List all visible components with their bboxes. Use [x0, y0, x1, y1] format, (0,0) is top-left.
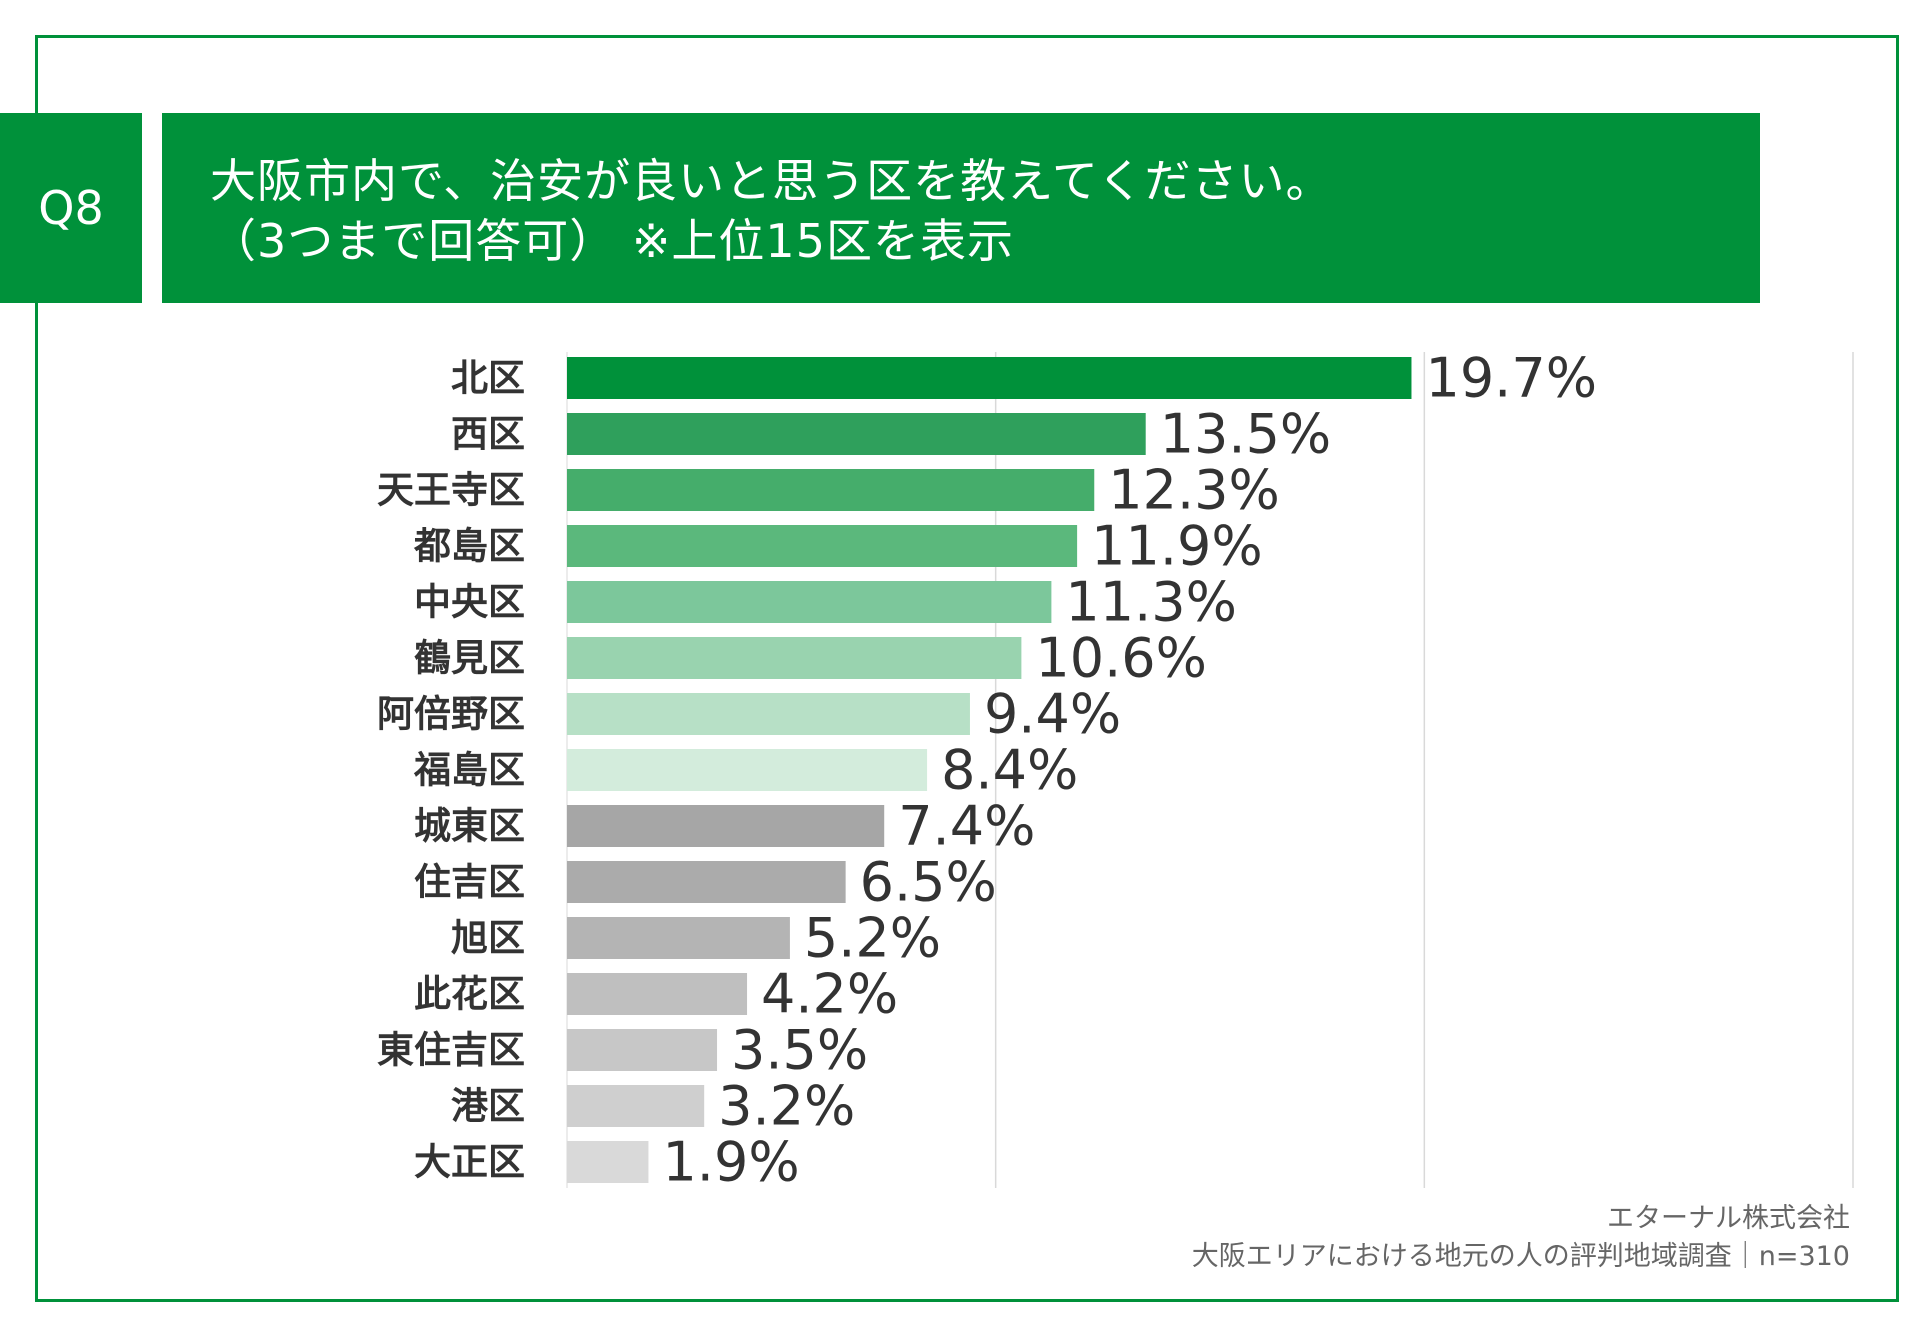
question-number: Q8: [38, 181, 104, 235]
bar-8: [567, 749, 928, 791]
bar-13: [567, 1029, 718, 1071]
question-title-box: 大阪市内で、治安が良いと思う区を教えてください。 （3つまで回答可） ※上位15…: [162, 113, 1760, 303]
chart-value-labels: 19.7% 13.5%12.3%11.9%11.3%10.6%9.4%8.4%7.…: [662, 347, 1597, 1194]
category-label-1: 北区: [451, 357, 525, 400]
value-label-13: 3.5%: [731, 1019, 868, 1082]
value-label-6: 10.6%: [1035, 627, 1207, 690]
category-label-6: 鶴見区: [414, 637, 525, 680]
bar-10: [567, 861, 846, 903]
category-label-10: 住吉区: [414, 861, 525, 904]
question-title-line2: （3つまで回答可） ※上位15区を表示: [210, 214, 1014, 268]
chart-bars: [567, 357, 1412, 1183]
bar-11: [567, 917, 790, 959]
bar-7: [567, 693, 970, 735]
category-label-7: 阿倍野区: [377, 693, 525, 736]
bar-15: [567, 1141, 649, 1183]
footer-survey-note: 大阪エリアにおける地元の人の評判地域調査｜n=310: [1191, 1241, 1850, 1272]
category-label-15: 大正区: [414, 1141, 525, 1184]
category-label-11: 旭区: [451, 917, 525, 960]
value-label-14: 3.2%: [718, 1075, 855, 1138]
bar-14: [567, 1085, 705, 1127]
bar-12: [567, 973, 748, 1015]
value-label-9: 7.4%: [898, 795, 1035, 858]
value-label-8: 8.4%: [941, 739, 1078, 802]
category-label-12: 此花区: [414, 973, 525, 1016]
category-label-2: 西区: [451, 413, 525, 456]
bar-2: [567, 413, 1146, 455]
footer-company: エターナル株式会社: [1607, 1203, 1850, 1234]
value-label-4: 11.9%: [1091, 515, 1263, 578]
value-label-1: 19.7%: [1425, 347, 1597, 410]
bar-6: [567, 637, 1022, 679]
category-label-3: 天王寺区: [377, 469, 525, 512]
bar-1: [567, 357, 1412, 399]
value-label-7: 9.4%: [984, 683, 1121, 746]
category-label-8: 福島区: [413, 749, 525, 792]
chart-frame: [35, 35, 1899, 1302]
value-label-2: 13.5%: [1160, 403, 1332, 466]
value-label-3: 12.3%: [1108, 459, 1280, 522]
value-label-10: 6.5%: [860, 851, 997, 914]
bar-9: [567, 805, 885, 847]
bar-4: [567, 525, 1078, 567]
category-label-9: 城東区: [414, 805, 525, 848]
category-label-4: 都島区: [413, 525, 525, 568]
value-label-11: 5.2%: [804, 907, 941, 970]
question-title-line1: 大阪市内で、治安が良いと思う区を教えてください。: [210, 154, 1333, 208]
category-label-13: 東住吉区: [377, 1029, 525, 1072]
value-label-5: 11.3%: [1065, 571, 1237, 634]
question-number-badge: Q8: [0, 113, 142, 303]
value-label-12: 4.2%: [761, 963, 898, 1026]
bar-3: [567, 469, 1095, 511]
category-label-14: 港区: [451, 1085, 525, 1128]
bar-5: [567, 581, 1052, 623]
category-label-5: 中央区: [414, 581, 525, 624]
chart-category-labels: 北区西区天王寺区都島区中央区鶴見区阿倍野区福島区城東区住吉区旭区此花区東住吉区港…: [377, 357, 525, 1184]
value-label-15: 1.9%: [662, 1131, 799, 1194]
